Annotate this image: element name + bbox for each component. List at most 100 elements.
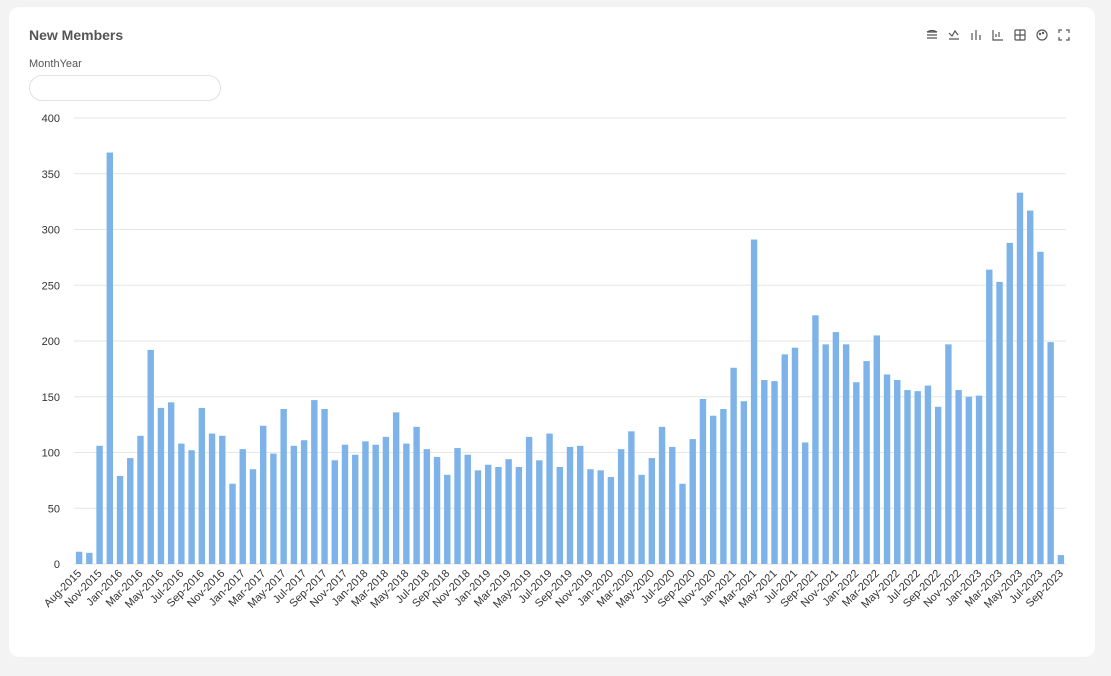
bar	[730, 367, 737, 564]
chart-title: New Members	[29, 27, 124, 43]
bar	[975, 395, 983, 564]
bar	[822, 344, 829, 564]
bar	[679, 483, 686, 564]
bar	[86, 552, 93, 564]
bar	[372, 444, 379, 564]
bar	[761, 380, 768, 564]
y-tick-label: 250	[42, 280, 60, 292]
bar	[484, 464, 492, 564]
bar	[720, 409, 727, 564]
bar	[280, 409, 287, 564]
bar	[454, 448, 461, 564]
y-tick-label: 300	[42, 225, 60, 237]
bar	[198, 407, 206, 564]
bar	[96, 445, 103, 564]
bar	[863, 361, 870, 564]
bar	[403, 443, 410, 564]
bar	[413, 426, 420, 564]
bar	[842, 344, 850, 564]
toolbar	[926, 29, 1070, 41]
bar	[474, 470, 482, 564]
y-tick-label: 400	[42, 113, 60, 125]
bar	[1037, 251, 1044, 565]
bar	[566, 446, 574, 564]
bar	[658, 426, 666, 564]
bar	[638, 474, 645, 564]
icon-axis[interactable]	[992, 30, 1003, 41]
bar	[669, 446, 676, 564]
y-tick-label: 200	[42, 336, 60, 348]
bar	[812, 315, 819, 564]
bar	[904, 390, 911, 564]
bar	[577, 445, 584, 564]
icon-bar[interactable]	[971, 30, 981, 40]
bar	[934, 406, 942, 564]
bar	[515, 466, 523, 564]
bar	[106, 152, 113, 564]
bar	[536, 460, 543, 564]
bar	[791, 347, 799, 564]
bar	[167, 402, 175, 564]
bar	[219, 435, 226, 564]
y-tick-label: 350	[42, 169, 60, 181]
bar	[444, 474, 451, 564]
bar	[259, 425, 267, 564]
y-tick-label: 50	[48, 503, 60, 515]
bar	[341, 444, 349, 564]
bar	[137, 435, 144, 564]
bar	[495, 466, 502, 564]
bar	[423, 449, 431, 564]
bar	[239, 449, 246, 564]
bar	[955, 390, 962, 564]
bar	[986, 269, 993, 564]
icon-area[interactable]	[926, 29, 938, 39]
bar	[433, 456, 441, 564]
bar	[883, 374, 891, 564]
bar	[362, 441, 369, 564]
bar	[382, 436, 390, 564]
bar	[249, 469, 257, 564]
bar	[352, 454, 359, 564]
bar	[505, 459, 512, 564]
bar	[208, 433, 216, 564]
bar	[321, 409, 328, 564]
icon-line[interactable]	[948, 29, 959, 40]
icon-table[interactable]	[1014, 29, 1026, 41]
bar	[270, 453, 277, 564]
bar	[188, 450, 195, 564]
bar	[1047, 342, 1054, 564]
bar	[331, 460, 338, 564]
bar	[75, 551, 83, 564]
bar	[290, 445, 298, 564]
bar	[311, 400, 318, 564]
bar	[689, 439, 696, 564]
bar	[1057, 555, 1065, 564]
bar	[945, 344, 952, 564]
bar	[546, 433, 553, 564]
bar	[127, 458, 134, 564]
bar	[229, 483, 236, 564]
bar	[147, 349, 154, 564]
icon-palette[interactable]	[1036, 29, 1048, 41]
bar	[464, 454, 471, 564]
bar	[178, 443, 185, 564]
bar	[996, 281, 1003, 564]
bar	[1006, 242, 1013, 564]
bar	[924, 385, 932, 564]
y-tick-label: 150	[42, 392, 60, 404]
bar	[607, 477, 615, 564]
bar	[116, 475, 124, 564]
bar	[157, 407, 165, 564]
bar	[597, 470, 604, 564]
bar	[628, 431, 635, 564]
filter-input[interactable]	[29, 75, 221, 101]
bar	[873, 335, 881, 564]
bar	[300, 440, 308, 564]
bar	[699, 398, 707, 564]
bar	[914, 391, 921, 564]
icon-fullscreen[interactable]	[1058, 29, 1070, 41]
bar	[617, 449, 625, 564]
bar	[1027, 210, 1034, 565]
bar	[1016, 192, 1024, 564]
